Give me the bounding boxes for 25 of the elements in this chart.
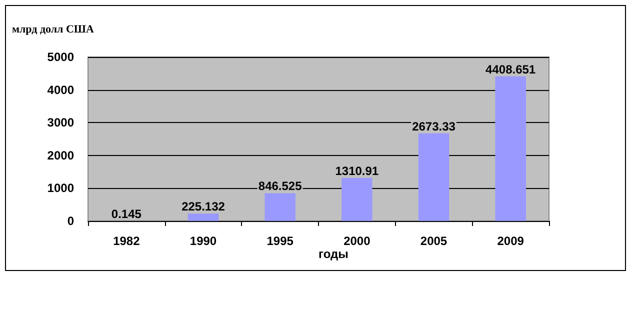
x-axis-title: годы (318, 246, 348, 261)
bar (264, 193, 296, 221)
y-tick-label: 4000 (47, 82, 74, 97)
bar (188, 214, 219, 221)
x-tick-label: 2009 (497, 234, 524, 248)
data-label: 1310.91 (335, 164, 379, 178)
x-tick-label: 2005 (420, 234, 448, 248)
data-label: 4408.651 (486, 62, 536, 76)
y-tick-label: 1000 (47, 181, 74, 196)
x-tick-label: 1990 (190, 234, 217, 248)
y-axis-title: млрд долл США (12, 24, 94, 36)
x-tick-label: 2000 (344, 234, 371, 248)
bar (418, 133, 450, 221)
data-label: 2673.33 (412, 119, 456, 134)
y-tick-label: 2000 (47, 148, 74, 162)
y-tick-label: 5000 (47, 50, 74, 64)
y-tick-label: 0 (67, 214, 74, 228)
bar (342, 178, 372, 221)
data-label: 846.525 (258, 179, 302, 194)
x-tick-label: 1982 (113, 234, 140, 248)
data-label: 225.132 (182, 200, 226, 214)
y-tick-label: 3000 (47, 116, 74, 130)
x-tick-label: 1995 (266, 234, 294, 248)
data-label: 0.145 (111, 206, 142, 221)
bar (495, 76, 526, 221)
